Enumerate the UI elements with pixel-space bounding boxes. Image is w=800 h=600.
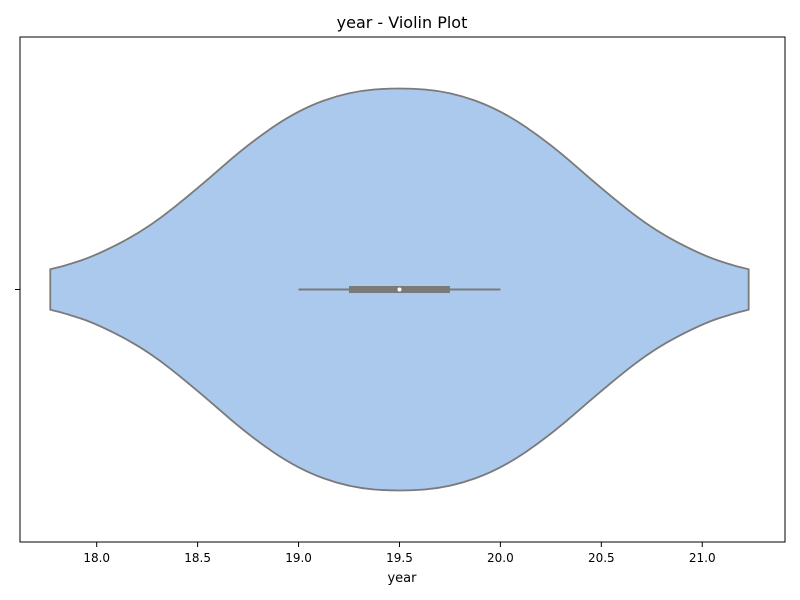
x-axis-label: year bbox=[387, 571, 417, 586]
box-layer bbox=[298, 286, 501, 293]
x-tick-label-2: 19.0 bbox=[285, 551, 312, 565]
chart-title: year - Violin Plot bbox=[337, 13, 468, 32]
x-tick-label-4: 20.0 bbox=[487, 551, 514, 565]
x-tick-label-1: 18.5 bbox=[184, 551, 211, 565]
median-point bbox=[397, 287, 402, 292]
x-tick-label-5: 20.5 bbox=[588, 551, 615, 565]
x-tick-label-6: 21.0 bbox=[689, 551, 716, 565]
x-tick-label-3: 19.5 bbox=[386, 551, 413, 565]
x-tick-label-0: 18.0 bbox=[83, 551, 110, 565]
x-axis-ticks: 18.0 18.5 19.0 19.5 20.0 20.5 21.0 bbox=[83, 542, 716, 565]
